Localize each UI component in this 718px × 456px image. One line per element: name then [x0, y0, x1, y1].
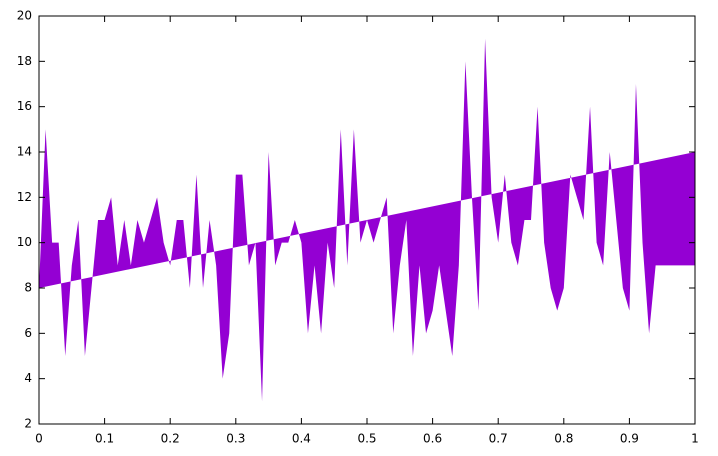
y-tick-label: 10 [17, 235, 32, 249]
x-tick-label: 0.9 [620, 432, 639, 446]
y-tick-label: 12 [17, 190, 32, 204]
x-tick-label: 0.4 [292, 432, 311, 446]
x-tick-label: 0.6 [423, 432, 442, 446]
x-tick-label: 0.8 [554, 432, 573, 446]
y-tick-label: 2 [24, 417, 32, 431]
x-tick-label: 1 [691, 432, 699, 446]
y-tick-label: 20 [17, 9, 32, 23]
y-tick-label: 16 [17, 99, 32, 113]
x-tick-label: 0.2 [161, 432, 180, 446]
x-tick-label: 0 [35, 432, 43, 446]
y-tick-label: 4 [24, 371, 32, 385]
x-tick-label: 0.3 [226, 432, 245, 446]
x-tick-label: 0.5 [357, 432, 376, 446]
y-tick-label: 18 [17, 54, 32, 68]
y-tick-label: 14 [17, 145, 32, 159]
x-tick-label: 0.7 [489, 432, 508, 446]
y-tick-label: 6 [24, 326, 32, 340]
y-tick-label: 8 [24, 281, 32, 295]
x-tick-label: 0.1 [95, 432, 114, 446]
filled-area [39, 38, 695, 402]
